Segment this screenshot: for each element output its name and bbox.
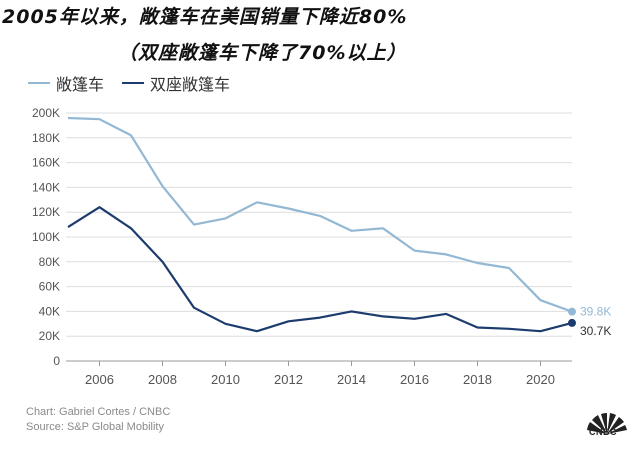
legend-swatch-convertibles (28, 82, 50, 84)
y-tick-label: 20K (39, 329, 60, 343)
end-labels: 39.8K 30.7K (580, 305, 611, 338)
x-tick-label: 2014 (337, 372, 366, 387)
x-tick-label: 2008 (148, 372, 177, 387)
x-tick-label: 2012 (274, 372, 303, 387)
y-tick-label: 40K (39, 304, 60, 318)
legend-label-convertibles: 敞篷车 (56, 75, 105, 94)
series-end-point-1 (568, 318, 576, 327)
chart-title-line-2: （双座敞篷车下降了70%以上） (118, 42, 407, 64)
x-tick-label: 2006 (85, 372, 114, 387)
x-tick-label: 2010 (211, 372, 240, 387)
series-line-1 (67, 206, 573, 333)
y-tick-label: 60K (39, 280, 60, 294)
x-tick-label: 2016 (400, 372, 429, 387)
chart-title-line-1: 2005年以来，敞篷车在美国销量下降近80% (2, 6, 408, 28)
y-tick-label: 0 (53, 354, 60, 368)
y-tick-label: 200K (32, 106, 60, 120)
y-tick-label: 100K (32, 230, 60, 244)
chart-legend: 敞篷车 双座敞篷车 (28, 72, 248, 94)
x-axis-ticks: 2006 2008 2010 2012 2014 2016 2018 2020 (85, 361, 555, 387)
logo-text: CNBC (589, 427, 617, 437)
y-tick-label: 160K (32, 156, 60, 170)
series-lines (67, 116, 576, 333)
y-axis-ticks: 0 20K 40K 60K 80K 100K 120K 140K 160K 180K 200K (32, 106, 60, 368)
end-label-0: 39.8K (580, 305, 611, 319)
x-tick-label: 2020 (526, 372, 555, 387)
legend-swatch-two-seaters (122, 82, 145, 84)
chart-source: Source: S&P Global Mobility (26, 421, 164, 433)
grid-lines (66, 112, 572, 362)
y-tick-label: 140K (32, 180, 60, 194)
series-line-0 (67, 116, 573, 313)
y-tick-label: 80K (39, 255, 60, 269)
legend-item-convertibles: 敞篷车 (28, 71, 104, 95)
y-tick-label: 180K (32, 131, 60, 145)
series-end-point-0 (568, 307, 576, 316)
end-label-1: 30.7K (580, 324, 611, 338)
peacock-logo-icon (587, 413, 627, 434)
y-tick-label: 120K (32, 205, 60, 219)
legend-label-two-seaters: 双座敞篷车 (150, 75, 231, 94)
chart-credit: Chart: Gabriel Cortes / CNBC (26, 406, 171, 418)
x-tick-label: 2018 (463, 372, 492, 387)
legend-item-two-seaters: 双座敞篷车 (122, 71, 230, 95)
